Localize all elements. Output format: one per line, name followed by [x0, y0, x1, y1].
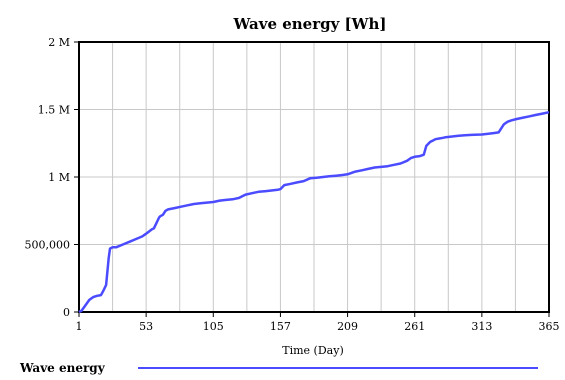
chart-title: Wave energy [Wh]	[232, 15, 386, 33]
y-tick-label: 2 M	[48, 36, 70, 49]
x-tick-label: 365	[539, 320, 560, 333]
grid	[79, 42, 549, 312]
x-axis-ticks: 1 53 105 157 209 261 313 365	[76, 312, 560, 333]
y-tick-label: 500,000	[25, 239, 71, 252]
x-tick-label: 261	[404, 320, 425, 333]
x-axis-label: Time (Day)	[282, 344, 343, 357]
x-tick-label: 53	[139, 320, 153, 333]
y-axis-ticks: 0 500,000 1 M 1.5 M 2 M	[25, 36, 79, 319]
x-tick-label: 1	[76, 320, 83, 333]
y-tick-label: 1 M	[48, 171, 70, 184]
series-layer	[78, 110, 550, 314]
y-tick-label: 0	[63, 306, 70, 319]
series-line-wave-energy	[78, 110, 550, 314]
x-tick-label: 313	[471, 320, 492, 333]
x-tick-label: 157	[270, 320, 291, 333]
x-tick-label: 209	[337, 320, 358, 333]
legend-label-wave-energy: Wave energy	[19, 361, 106, 375]
legend: Wave energy	[19, 361, 538, 375]
x-tick-label: 105	[203, 320, 224, 333]
y-tick-label: 1.5 M	[38, 104, 70, 117]
